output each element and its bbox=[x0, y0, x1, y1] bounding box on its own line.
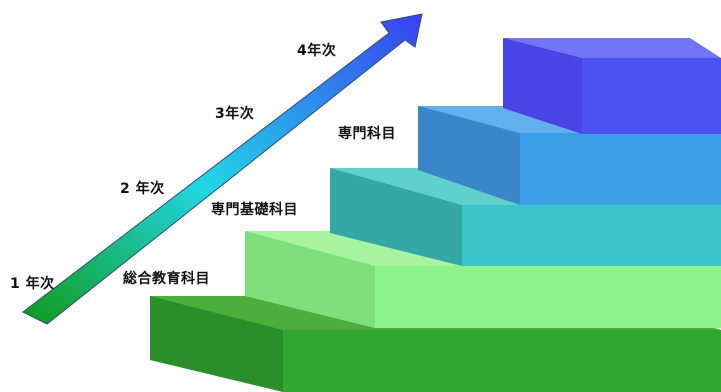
progress-arrow bbox=[22, 13, 423, 325]
year-3-label: 3年次 bbox=[215, 106, 255, 122]
step-top bbox=[503, 38, 721, 134]
year-4-label: 4年次 bbox=[297, 43, 337, 59]
step-general-upper bbox=[245, 231, 721, 328]
year-2-label: 2 年次 bbox=[120, 181, 165, 197]
course-specialized-label: 専門科目 bbox=[338, 126, 396, 142]
year-1-label: 1 年次 bbox=[10, 276, 55, 292]
course-basic-specialized-label: 専門基礎科目 bbox=[211, 202, 298, 218]
course-general-education-label: 総合教育科目 bbox=[123, 271, 210, 287]
